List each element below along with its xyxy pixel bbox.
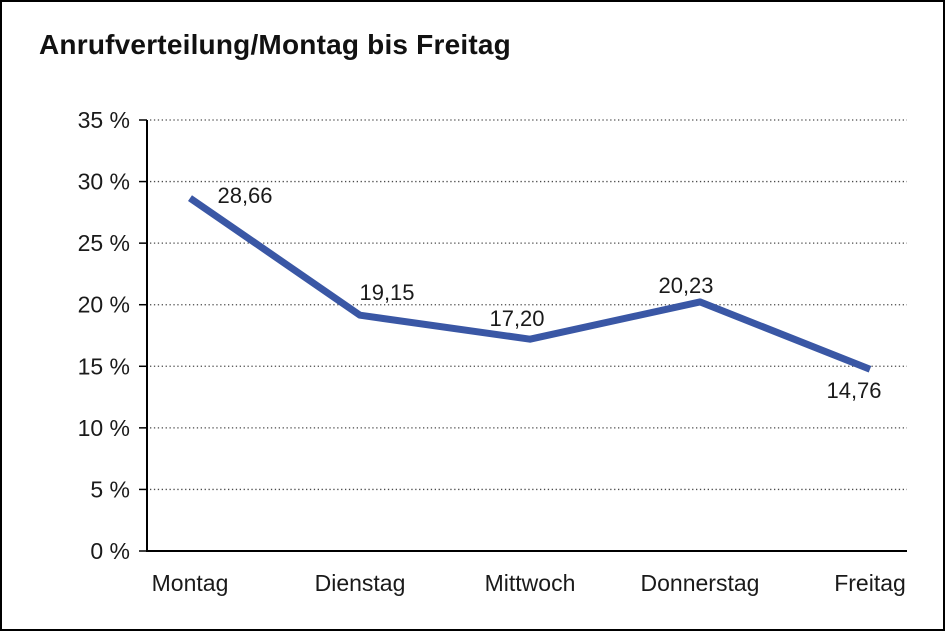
y-tick-label: 0 % <box>90 538 130 564</box>
x-category-label: Montag <box>152 570 229 596</box>
data-point-label: 17,20 <box>489 306 544 331</box>
data-point-label: 28,66 <box>217 183 272 208</box>
data-point-label: 19,15 <box>359 280 414 305</box>
y-tick-label: 20 % <box>78 292 130 318</box>
y-tick-label: 15 % <box>78 353 130 379</box>
y-tick-label: 5 % <box>90 476 130 502</box>
x-category-label: Donnerstag <box>641 570 760 596</box>
chart-title: Anrufverteilung/Montag bis Freitag <box>39 29 511 60</box>
y-tick-label: 30 % <box>78 169 130 195</box>
x-category-label: Mittwoch <box>485 570 576 596</box>
x-category-label: Dienstag <box>315 570 406 596</box>
y-tick-label: 35 % <box>78 107 130 133</box>
data-point-label: 20,23 <box>658 273 713 298</box>
y-tick-label: 10 % <box>78 415 130 441</box>
data-point-label: 14,76 <box>826 378 881 403</box>
series-line <box>188 195 872 373</box>
x-category-label: Freitag <box>834 570 906 596</box>
y-tick-label: 25 % <box>78 230 130 256</box>
